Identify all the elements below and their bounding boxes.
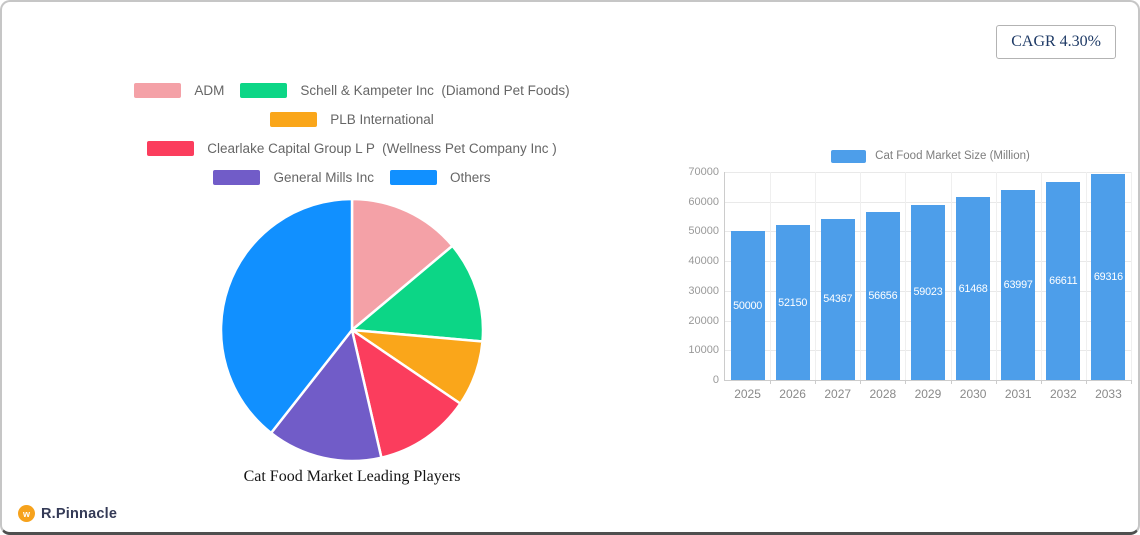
v-gridline xyxy=(815,172,817,380)
x-tick-label: 2029 xyxy=(914,387,942,401)
x-tick-label: 2032 xyxy=(1049,387,1077,401)
v-gridline xyxy=(1131,172,1132,380)
bar-value-label: 50000 xyxy=(733,299,763,312)
x-tick-label: 2033 xyxy=(1095,387,1122,401)
cagr-badge: CAGR 4.30% xyxy=(996,25,1116,59)
bar-legend-swatch xyxy=(831,149,867,163)
bar: 61468 xyxy=(956,197,991,380)
y-tick-label: 70000 xyxy=(688,166,719,178)
brand-logo: w R.Pinnacle xyxy=(18,505,117,522)
y-tick-label: 10000 xyxy=(688,344,719,357)
x-tickmark xyxy=(1085,380,1087,384)
bar-value-label: 61468 xyxy=(958,282,988,295)
legend-label: General Mills Inc xyxy=(273,170,375,185)
legend-swatch xyxy=(213,170,261,185)
bar-value-label: 63997 xyxy=(1003,278,1033,291)
brand-logo-text: R.Pinnacle xyxy=(41,505,118,522)
legend-label: ADM xyxy=(194,83,225,98)
legend-item[interactable]: PLB International xyxy=(270,112,434,127)
legend-label: Schell & Kampeter Inc (Diamond Pet Foods… xyxy=(300,83,570,98)
legend-swatch xyxy=(134,83,182,98)
pie-slice xyxy=(269,328,383,463)
x-tick-label: 2030 xyxy=(959,387,987,401)
x-tickmark xyxy=(950,380,952,384)
v-gridline xyxy=(1040,172,1042,380)
h-gridline xyxy=(725,201,1131,203)
x-tick-label: 2025 xyxy=(734,387,761,401)
legend-row: PLB International xyxy=(32,105,672,134)
bar-legend-label: Cat Food Market Size (Million) xyxy=(875,150,1030,162)
bar: 52150 xyxy=(775,225,810,380)
legend-swatch xyxy=(270,112,318,127)
bar: 63997 xyxy=(1001,189,1036,380)
y-tick-label: 40000 xyxy=(688,255,719,268)
pie-slice xyxy=(350,244,485,343)
legend-item[interactable]: Schell & Kampeter Inc (Diamond Pet Foods… xyxy=(240,83,570,98)
legend-item[interactable]: Others xyxy=(390,170,491,185)
x-tickmark xyxy=(995,380,997,384)
bar: 69316 xyxy=(1091,174,1126,380)
bar-chart-section: Cat Food Market Size (Million) 0 10000 200… xyxy=(688,148,1137,401)
x-tick-label: 2028 xyxy=(869,387,897,401)
bar-value-label: 56656 xyxy=(868,289,898,302)
y-tick-label: 30000 xyxy=(688,284,719,297)
bar-value-label: 54367 xyxy=(823,293,853,306)
v-gridline xyxy=(995,172,997,380)
legend-label: PLB International xyxy=(330,112,434,127)
pie-legend: ADM Schell & Kampeter Inc (Diamond Pet Fo… xyxy=(32,76,672,192)
v-gridline xyxy=(950,172,952,380)
bar: 66611 xyxy=(1046,182,1081,380)
legend-swatch xyxy=(240,83,288,98)
legend-item[interactable]: ADM xyxy=(134,83,224,98)
h-gridline xyxy=(725,172,1131,173)
legend-swatch xyxy=(390,170,438,185)
x-tickmark xyxy=(770,380,772,384)
bar-value-label: 52150 xyxy=(778,296,808,309)
bar-value-label: 59023 xyxy=(913,286,943,299)
x-tickmark xyxy=(1040,380,1042,384)
legend-label: Others xyxy=(450,170,491,185)
brand-logo-icon: w xyxy=(18,505,35,522)
pie-slice xyxy=(350,328,462,459)
x-tick-label: 2031 xyxy=(1004,387,1032,401)
v-gridline xyxy=(860,172,862,380)
x-tick-label: 2027 xyxy=(824,387,852,401)
legend-row: General Mills Inc Others xyxy=(32,163,672,192)
v-gridline xyxy=(770,172,772,380)
legend-row: Clearlake Capital Group L P (Wellness Pe… xyxy=(32,134,672,163)
bar-legend[interactable]: Cat Food Market Size (Million) xyxy=(724,148,1137,164)
legend-label: Clearlake Capital Group L P (Wellness Pe… xyxy=(207,141,557,156)
legend-row: ADM Schell & Kampeter Inc (Diamond Pet Fo… xyxy=(32,76,672,105)
pie-chart-title: Cat Food Market Leading Players xyxy=(243,468,461,485)
legend-swatch xyxy=(147,141,195,156)
bar-chart: 0 10000 20000 30000 40000 50000 60000 70000 5000… xyxy=(688,166,1132,401)
legend-item[interactable]: Clearlake Capital Group L P (Wellness Pe… xyxy=(147,141,557,156)
bar-value-label: 66611 xyxy=(1049,275,1078,288)
pie-slice xyxy=(219,197,354,435)
x-tick-label: 2026 xyxy=(779,387,806,401)
y-tick-label: 60000 xyxy=(688,195,719,208)
pie-slice xyxy=(350,197,454,332)
bar: 59023 xyxy=(911,204,945,380)
y-tick-label: 0 xyxy=(712,374,719,386)
x-tickmark xyxy=(1131,380,1132,384)
pie-chart xyxy=(219,197,485,463)
x-tickmark xyxy=(905,380,907,384)
bar-value-label: 69316 xyxy=(1093,271,1123,283)
x-tickmark xyxy=(860,380,862,384)
y-tick-label: 20000 xyxy=(688,314,719,327)
bar: 56656 xyxy=(865,211,900,380)
y-tick-label: 50000 xyxy=(688,225,719,238)
bar: 54367 xyxy=(820,218,855,380)
legend-item[interactable]: General Mills Inc xyxy=(213,170,374,185)
bar: 50000 xyxy=(730,231,765,380)
v-gridline xyxy=(905,172,907,380)
v-gridline xyxy=(1085,172,1087,380)
x-tickmark xyxy=(815,380,817,384)
